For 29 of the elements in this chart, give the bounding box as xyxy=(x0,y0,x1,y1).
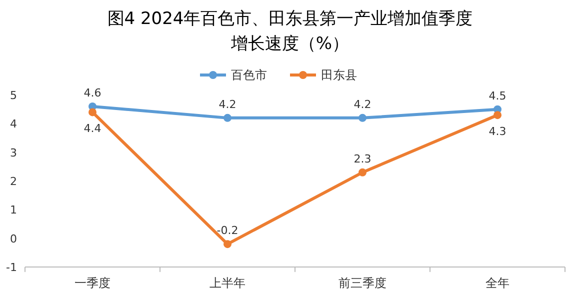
chart-title: 图4 2024年百色市、田东县第一产业增加值季度 xyxy=(107,9,473,29)
y-tick-label: 2 xyxy=(10,175,17,188)
point xyxy=(358,114,366,122)
point xyxy=(224,114,232,122)
legend-label: 百色市 xyxy=(231,68,267,82)
data-label: 4.2 xyxy=(354,98,372,111)
y-tick-label: 0 xyxy=(10,232,17,246)
data-label: 4.4 xyxy=(84,122,102,136)
data-label: 2.3 xyxy=(354,152,372,166)
data-label: 4.3 xyxy=(488,125,506,138)
x-tick-label: 一季度 xyxy=(74,276,110,290)
data-label: 4.2 xyxy=(218,98,236,111)
point xyxy=(494,111,502,120)
y-tick-label: -1 xyxy=(6,261,17,274)
data-label: 4.5 xyxy=(488,89,506,102)
point xyxy=(88,108,96,116)
x-tick-label: 上半年 xyxy=(210,276,246,290)
y-tick-label: 4 xyxy=(10,118,17,131)
data-label: -0.2 xyxy=(216,224,238,238)
x-tick-label: 全年 xyxy=(486,276,510,290)
y-tick-label: 1 xyxy=(10,204,17,217)
y-tick-label: 5 xyxy=(10,89,17,102)
chart-subtitle: 增长速度（%） xyxy=(230,34,350,54)
y-tick-label: 3 xyxy=(10,146,17,160)
x-tick-label: 前三季度 xyxy=(338,276,386,290)
point xyxy=(358,168,366,176)
point xyxy=(224,240,232,248)
legend-label: 田东县 xyxy=(321,68,357,82)
data-label: 4.6 xyxy=(84,86,102,100)
